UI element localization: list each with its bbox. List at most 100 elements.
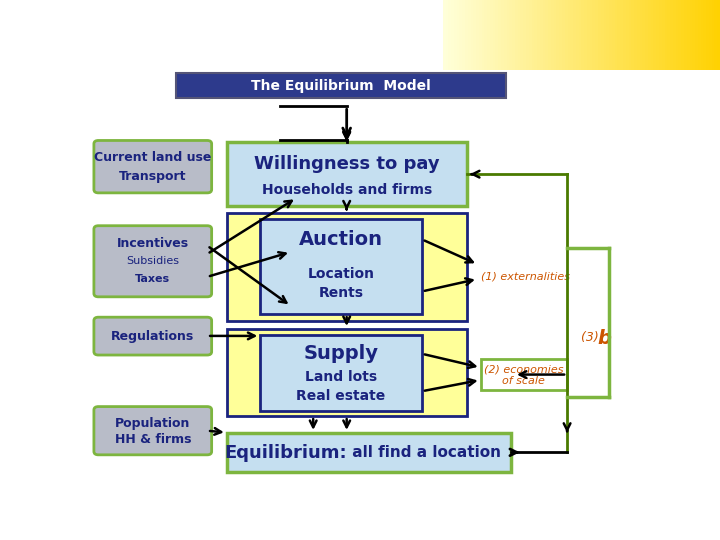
FancyBboxPatch shape: [94, 317, 212, 355]
Bar: [498, 0, 501, 70]
Text: HH & firms: HH & firms: [114, 434, 191, 447]
Text: Population: Population: [115, 417, 191, 430]
Bar: [637, 0, 639, 70]
Bar: [490, 0, 492, 70]
Bar: [573, 0, 576, 70]
Bar: [698, 0, 701, 70]
Bar: [587, 0, 590, 70]
Bar: [492, 0, 495, 70]
Bar: [485, 0, 487, 70]
Text: The Equilibrium  Model: The Equilibrium Model: [251, 79, 431, 92]
Bar: [528, 0, 531, 70]
Bar: [487, 0, 490, 70]
Text: Rents: Rents: [318, 286, 364, 300]
Bar: [534, 0, 537, 70]
Bar: [515, 0, 518, 70]
Bar: [670, 0, 673, 70]
Bar: [687, 0, 690, 70]
Bar: [678, 0, 681, 70]
Bar: [690, 0, 693, 70]
Bar: [451, 0, 454, 70]
Bar: [227, 433, 511, 472]
Bar: [600, 0, 603, 70]
Bar: [260, 335, 422, 411]
Text: all find a location: all find a location: [347, 445, 500, 460]
Bar: [471, 0, 473, 70]
Bar: [449, 0, 451, 70]
Bar: [709, 0, 711, 70]
Bar: [456, 0, 459, 70]
Text: Subsidies: Subsidies: [126, 256, 179, 266]
Bar: [459, 0, 462, 70]
Text: Supply: Supply: [304, 344, 379, 363]
Text: Incentives: Incentives: [117, 237, 189, 249]
Bar: [675, 0, 678, 70]
Bar: [651, 0, 654, 70]
Bar: [615, 0, 618, 70]
Bar: [684, 0, 687, 70]
Bar: [537, 0, 540, 70]
Text: Current land use: Current land use: [94, 151, 212, 164]
Text: of scale: of scale: [503, 376, 545, 386]
Bar: [576, 0, 579, 70]
Bar: [468, 0, 471, 70]
Bar: [603, 0, 606, 70]
Bar: [582, 0, 584, 70]
Bar: [446, 0, 449, 70]
Bar: [667, 0, 670, 70]
Bar: [662, 0, 665, 70]
Bar: [645, 0, 648, 70]
Text: Auction: Auction: [299, 230, 383, 249]
Bar: [593, 0, 595, 70]
Bar: [473, 0, 476, 70]
Text: b: b: [598, 329, 612, 348]
Bar: [714, 0, 717, 70]
Bar: [634, 0, 637, 70]
Text: Transport: Transport: [119, 170, 186, 183]
Text: Equilibrium:: Equilibrium:: [224, 443, 347, 462]
FancyBboxPatch shape: [176, 73, 505, 98]
Bar: [260, 219, 422, 314]
Bar: [540, 0, 543, 70]
Bar: [711, 0, 714, 70]
Bar: [590, 0, 593, 70]
Text: Real estate: Real estate: [297, 388, 386, 402]
Bar: [681, 0, 684, 70]
Bar: [648, 0, 651, 70]
Bar: [706, 0, 709, 70]
Bar: [559, 0, 562, 70]
Bar: [609, 0, 612, 70]
Bar: [654, 0, 656, 70]
Bar: [639, 0, 642, 70]
FancyBboxPatch shape: [94, 407, 212, 455]
Bar: [526, 0, 528, 70]
Bar: [227, 213, 467, 321]
Bar: [551, 0, 554, 70]
Bar: [703, 0, 706, 70]
Bar: [543, 0, 545, 70]
Text: Location: Location: [307, 267, 374, 281]
Bar: [701, 0, 703, 70]
Bar: [507, 0, 509, 70]
Bar: [531, 0, 534, 70]
Bar: [631, 0, 634, 70]
Bar: [665, 0, 667, 70]
Bar: [629, 0, 631, 70]
Text: Households and firms: Households and firms: [261, 183, 432, 197]
Bar: [595, 0, 598, 70]
Bar: [482, 0, 485, 70]
Text: Willingness to pay: Willingness to pay: [254, 156, 439, 173]
Text: (3): (3): [581, 330, 603, 343]
Bar: [501, 0, 504, 70]
Bar: [598, 0, 600, 70]
Text: Regulations: Regulations: [111, 329, 194, 342]
Bar: [454, 0, 456, 70]
Bar: [554, 0, 557, 70]
Bar: [476, 0, 479, 70]
Text: Taxes: Taxes: [135, 274, 171, 285]
Bar: [518, 0, 521, 70]
Bar: [693, 0, 695, 70]
Bar: [495, 0, 498, 70]
Bar: [481, 359, 567, 390]
Bar: [562, 0, 564, 70]
